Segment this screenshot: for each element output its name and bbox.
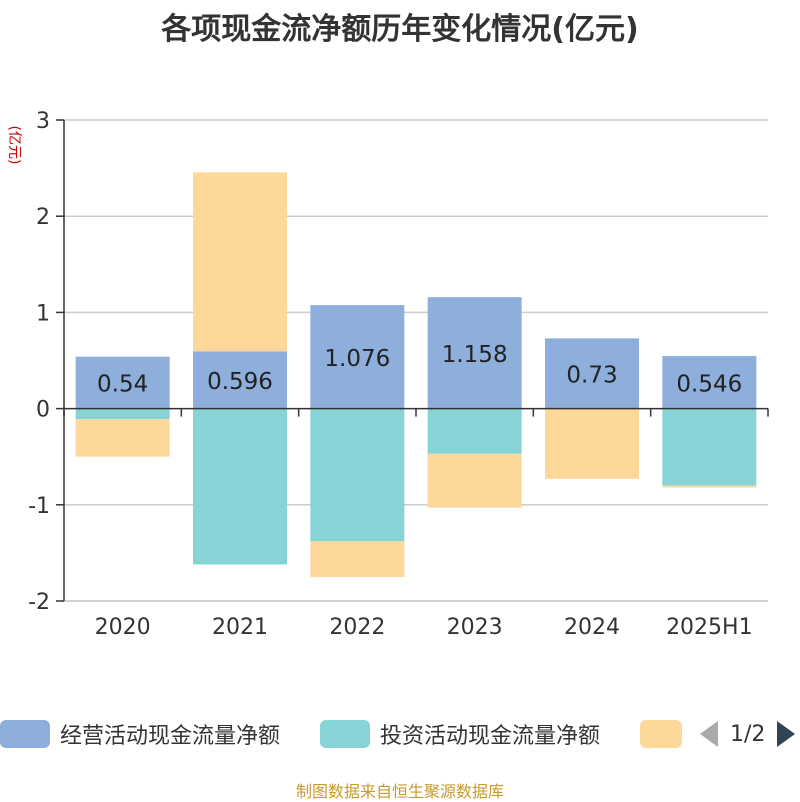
- x-tick-label: 2020: [95, 615, 151, 640]
- bar-series-0-2020[interactable]: [75, 356, 170, 409]
- bar-series-1-2023[interactable]: [427, 408, 522, 454]
- bar-series-1-2022[interactable]: [310, 408, 405, 542]
- bar-series-2-2021[interactable]: [193, 172, 287, 352]
- bar-series-1-2020[interactable]: [75, 408, 170, 420]
- x-tick-label: 2022: [329, 615, 385, 640]
- data-label: 0.546: [676, 371, 742, 397]
- bar-series-2-2022[interactable]: [310, 541, 405, 577]
- x-tick-label: 2024: [564, 615, 620, 640]
- data-label: 1.158: [442, 342, 508, 368]
- y-tick-label: 1: [36, 301, 50, 326]
- data-label: 1.076: [324, 346, 390, 372]
- bar-series-0-2024[interactable]: [545, 338, 639, 409]
- legend-swatch-investing: [320, 720, 370, 748]
- bar-series-2-2025H1[interactable]: [662, 485, 757, 488]
- legend-page-indicator: 1/2: [730, 721, 766, 747]
- axes: -2 -1 0 1 2 3 2020 2021 2022 2023 2024 2025H1: [28, 109, 769, 640]
- grid-lines: [64, 119, 768, 602]
- y-axis-label: (亿元): [6, 126, 22, 165]
- legend-item-investing[interactable]: 投资活动现金流量净额: [320, 716, 600, 752]
- bar-series-1-2021[interactable]: [193, 408, 287, 565]
- bar-series-2-2020[interactable]: [75, 419, 170, 457]
- legend: 经营活动现金流量净额 投资活动现金流量净额 1/2: [0, 716, 800, 752]
- y-tick-label: 2: [36, 205, 50, 230]
- legend-swatch-operating: [0, 720, 50, 748]
- chart-title: 各项现金流净额历年变化情况(亿元): [161, 12, 639, 47]
- legend-item-financing[interactable]: [640, 716, 692, 752]
- legend-pager: 1/2: [700, 716, 796, 752]
- prev-page-icon[interactable]: [700, 721, 718, 747]
- next-page-icon[interactable]: [777, 721, 796, 747]
- y-tick-label: 3: [36, 109, 50, 134]
- legend-label-investing: 投资活动现金流量净额: [380, 724, 601, 749]
- legend-swatch-financing: [640, 720, 682, 748]
- bar-series-2-2024[interactable]: [545, 408, 639, 479]
- bars: [75, 172, 757, 577]
- data-label: 0.596: [207, 369, 273, 395]
- data-labels: 0.54 0.596 1.076 1.158 0.73 0.546: [97, 342, 742, 398]
- bar-series-0-2022[interactable]: [310, 305, 405, 409]
- bar-series-0-2023[interactable]: [427, 297, 522, 409]
- legend-label-operating: 经营活动现金流量净额: [60, 724, 281, 749]
- y-tick-label: 0: [36, 398, 50, 423]
- bar-series-2-2023[interactable]: [427, 453, 522, 508]
- bar-series-1-2025H1[interactable]: [662, 408, 757, 486]
- x-tick-label: 2023: [447, 615, 503, 640]
- y-tick-label: -2: [28, 590, 50, 615]
- y-tick-label: -1: [28, 494, 50, 519]
- data-label: 0.54: [97, 372, 148, 398]
- legend-item-operating[interactable]: 经营活动现金流量净额: [0, 716, 280, 752]
- x-tick-label: 2025H1: [666, 615, 753, 640]
- data-label: 0.73: [566, 362, 617, 388]
- data-source-note: 制图数据来自恒生聚源数据库: [295, 782, 504, 801]
- bar-series-0-2025H1[interactable]: [662, 356, 757, 409]
- x-tick-label: 2021: [212, 615, 268, 640]
- bar-series-0-2021[interactable]: [193, 351, 287, 409]
